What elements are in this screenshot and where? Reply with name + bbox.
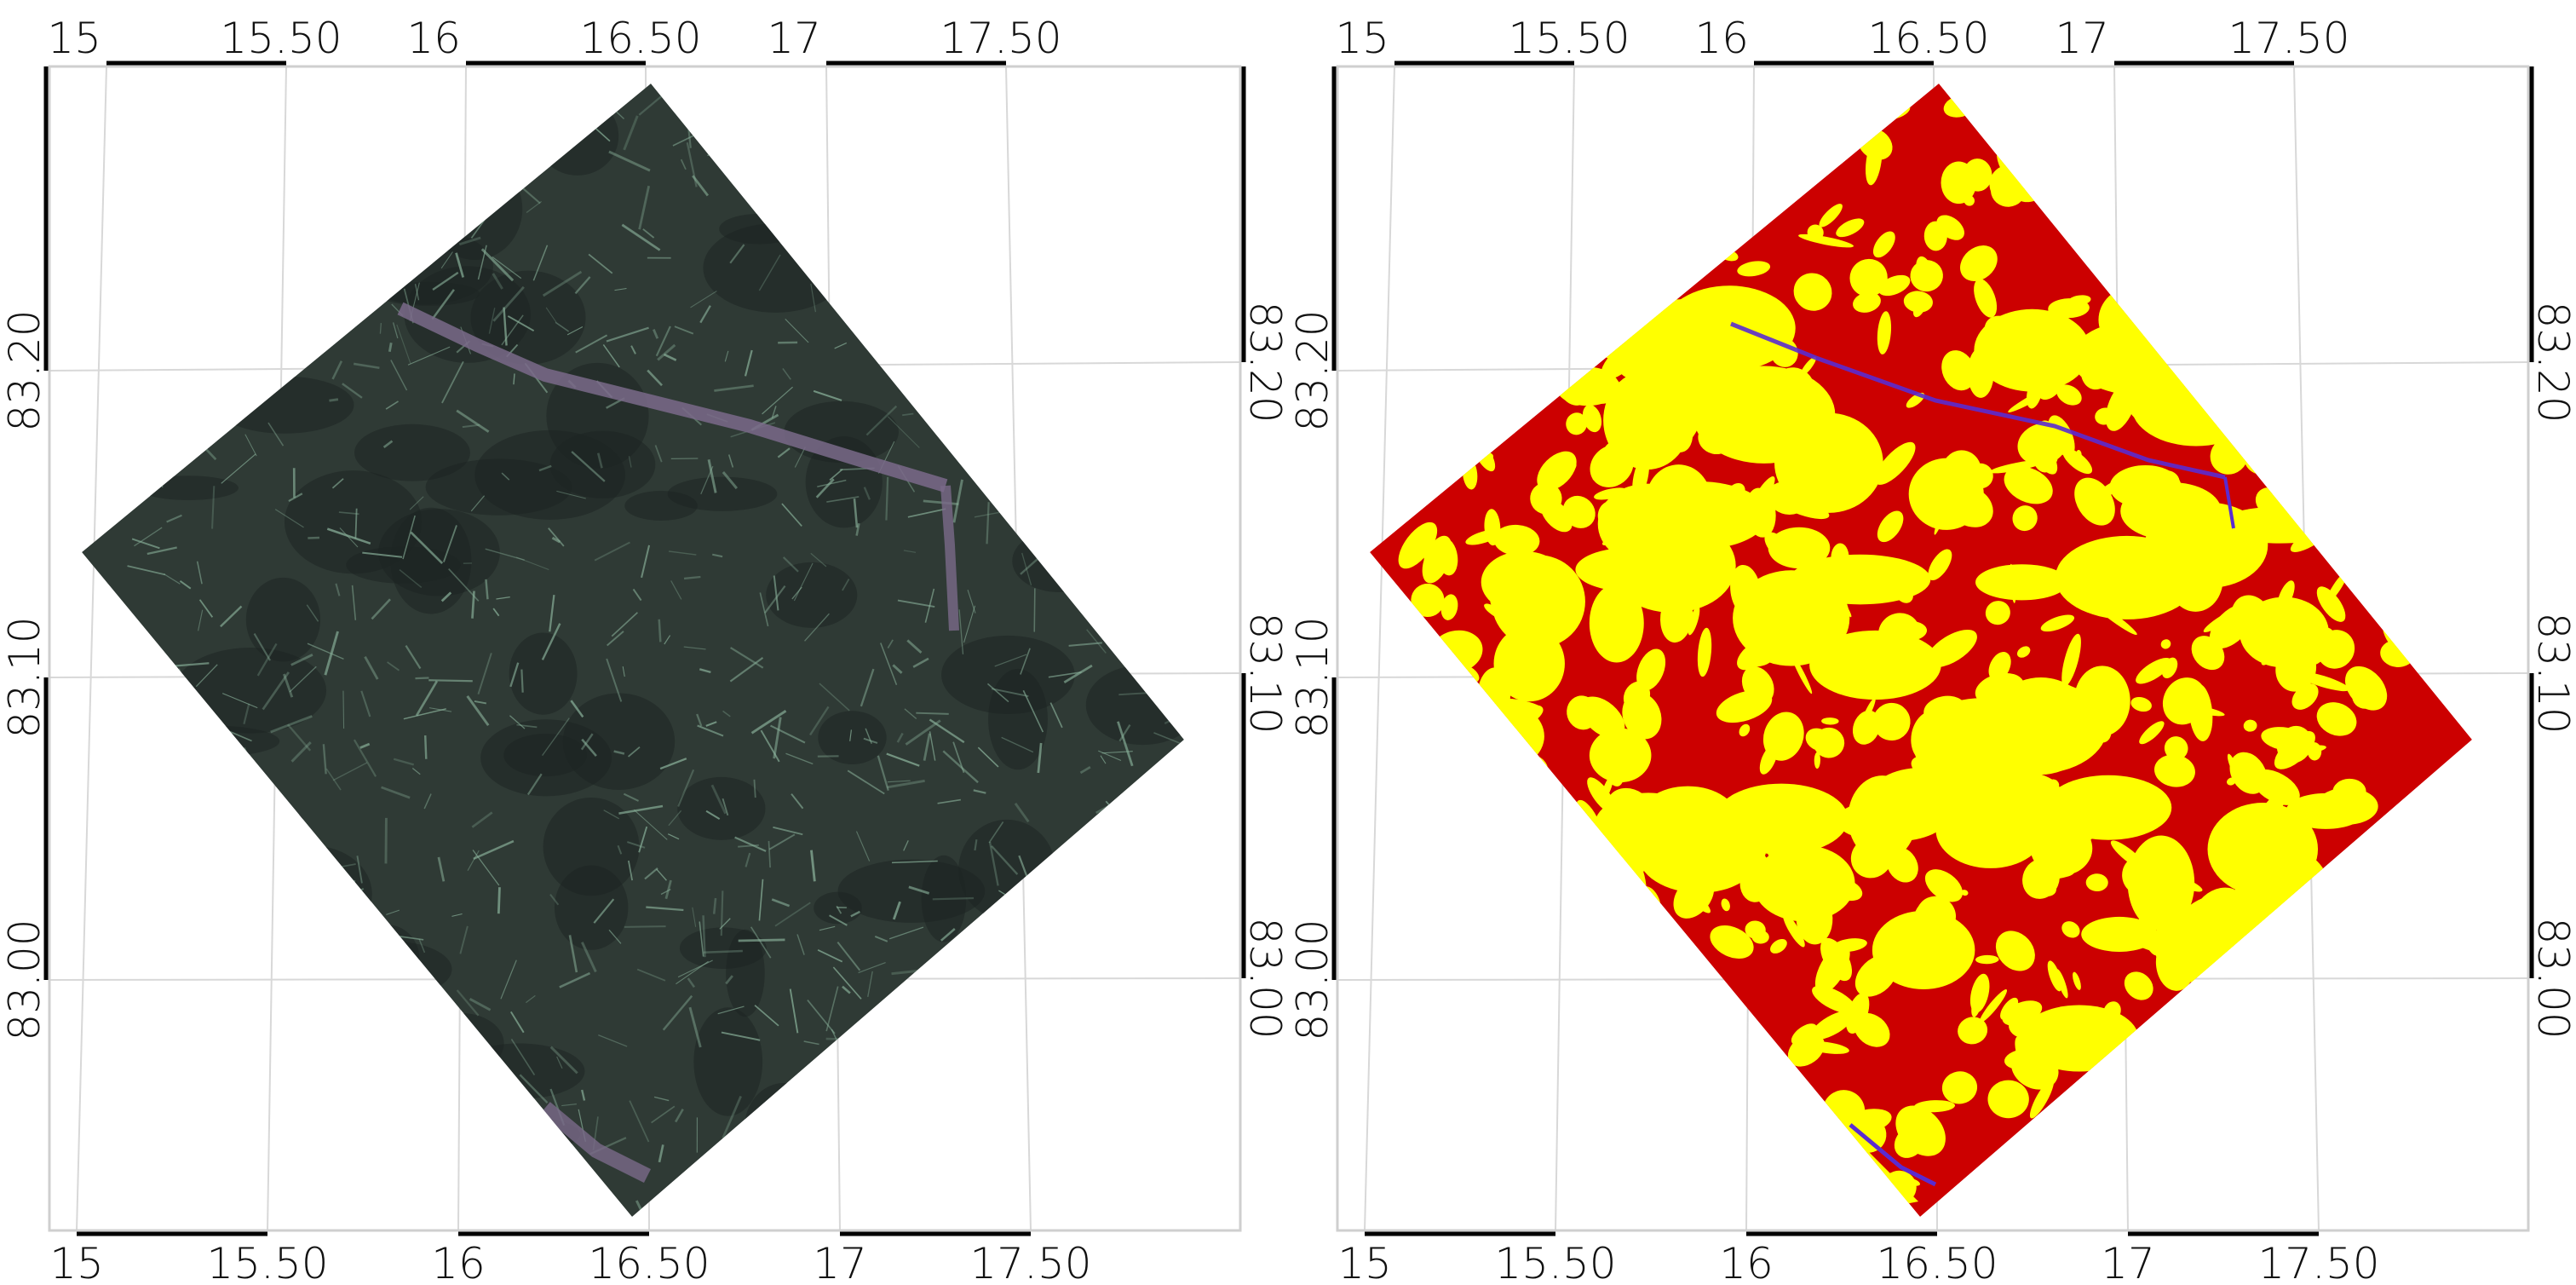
lat-tick-label-right: 83.10 — [1240, 612, 1288, 734]
lon-tick-label-bottom: 15.50 — [1494, 1239, 1616, 1285]
lon-tick-label-bottom: 17 — [813, 1239, 867, 1285]
lat-tick-label-left: 83.20 — [0, 309, 49, 431]
map-frame — [1336, 65, 2530, 1232]
map-frame — [48, 65, 1242, 1232]
lon-tick-label-top: 15.50 — [220, 14, 342, 63]
lon-tick-label-top: 17.50 — [940, 14, 1061, 63]
lat-tick-label-right: 83.00 — [2528, 917, 2576, 1039]
lon-tick-label-bottom: 16.50 — [588, 1239, 710, 1285]
lon-tick-label-bottom: 17.50 — [969, 1239, 1091, 1285]
lon-tick-label-top: 17 — [767, 14, 821, 63]
lat-tick-label-left: 83.00 — [0, 919, 49, 1040]
lon-tick-label-top: 16.50 — [1867, 14, 1989, 63]
map-panel-rgb: 15 15.50 16 16.50 17 17.50 15 15.50 16 16.50 17 17.… — [0, 14, 1288, 1285]
map-canvas-classified: 15 15.50 16 16.50 17 17.50 15 15.50 16 16.50 17 17.… — [1288, 14, 2576, 1285]
lon-tick-label-bottom: 15 — [1337, 1239, 1392, 1285]
axis-scale-bars — [43, 61, 1246, 1236]
lon-tick-label-bottom: 17.50 — [2257, 1239, 2379, 1285]
lat-tick-label-right: 83.00 — [1240, 917, 1288, 1039]
lat-tick-label-left: 83.00 — [1288, 919, 1337, 1040]
lon-tick-label-bottom: 16 — [431, 1239, 486, 1285]
lon-tick-label-top: 15 — [47, 14, 101, 63]
lon-tick-label-top: 16.50 — [579, 14, 701, 63]
lon-tick-label-bottom: 16 — [1719, 1239, 1774, 1285]
lon-tick-label-top: 17 — [2055, 14, 2109, 63]
lon-tick-label-bottom: 16.50 — [1876, 1239, 1998, 1285]
lat-tick-label-right: 83.20 — [2528, 301, 2576, 423]
meridian-line — [76, 66, 107, 1231]
lat-tick-label-left: 83.20 — [1288, 309, 1337, 431]
lat-tick-label-right: 83.20 — [1240, 301, 1288, 423]
map-canvas-rgb: 15 15.50 16 16.50 17 17.50 15 15.50 16 16.50 17 17.… — [0, 14, 1288, 1285]
axis-scale-bars — [1331, 61, 2534, 1236]
lon-tick-label-top: 15 — [1335, 14, 1389, 63]
lat-tick-label-left: 83.10 — [0, 616, 49, 738]
meridian-line — [1364, 66, 1395, 1231]
map-panel-classified: 15 15.50 16 16.50 17 17.50 15 15.50 16 16.50 17 17.… — [1288, 0, 2576, 1285]
lon-tick-label-bottom: 17 — [2101, 1239, 2155, 1285]
lat-tick-label-left: 83.10 — [1288, 616, 1337, 738]
lon-tick-label-bottom: 15 — [49, 1239, 104, 1285]
lon-tick-label-top: 16 — [406, 14, 461, 63]
classification-footprint — [1370, 84, 2472, 1217]
lon-tick-label-bottom: 15.50 — [206, 1239, 328, 1285]
lon-tick-label-top: 15.50 — [1508, 14, 1630, 63]
lon-tick-label-top: 16 — [1694, 14, 1749, 63]
satellite-image-footprint — [82, 84, 1184, 1217]
lon-tick-label-top: 17.50 — [2228, 14, 2349, 63]
lat-tick-label-right: 83.10 — [2528, 612, 2576, 734]
